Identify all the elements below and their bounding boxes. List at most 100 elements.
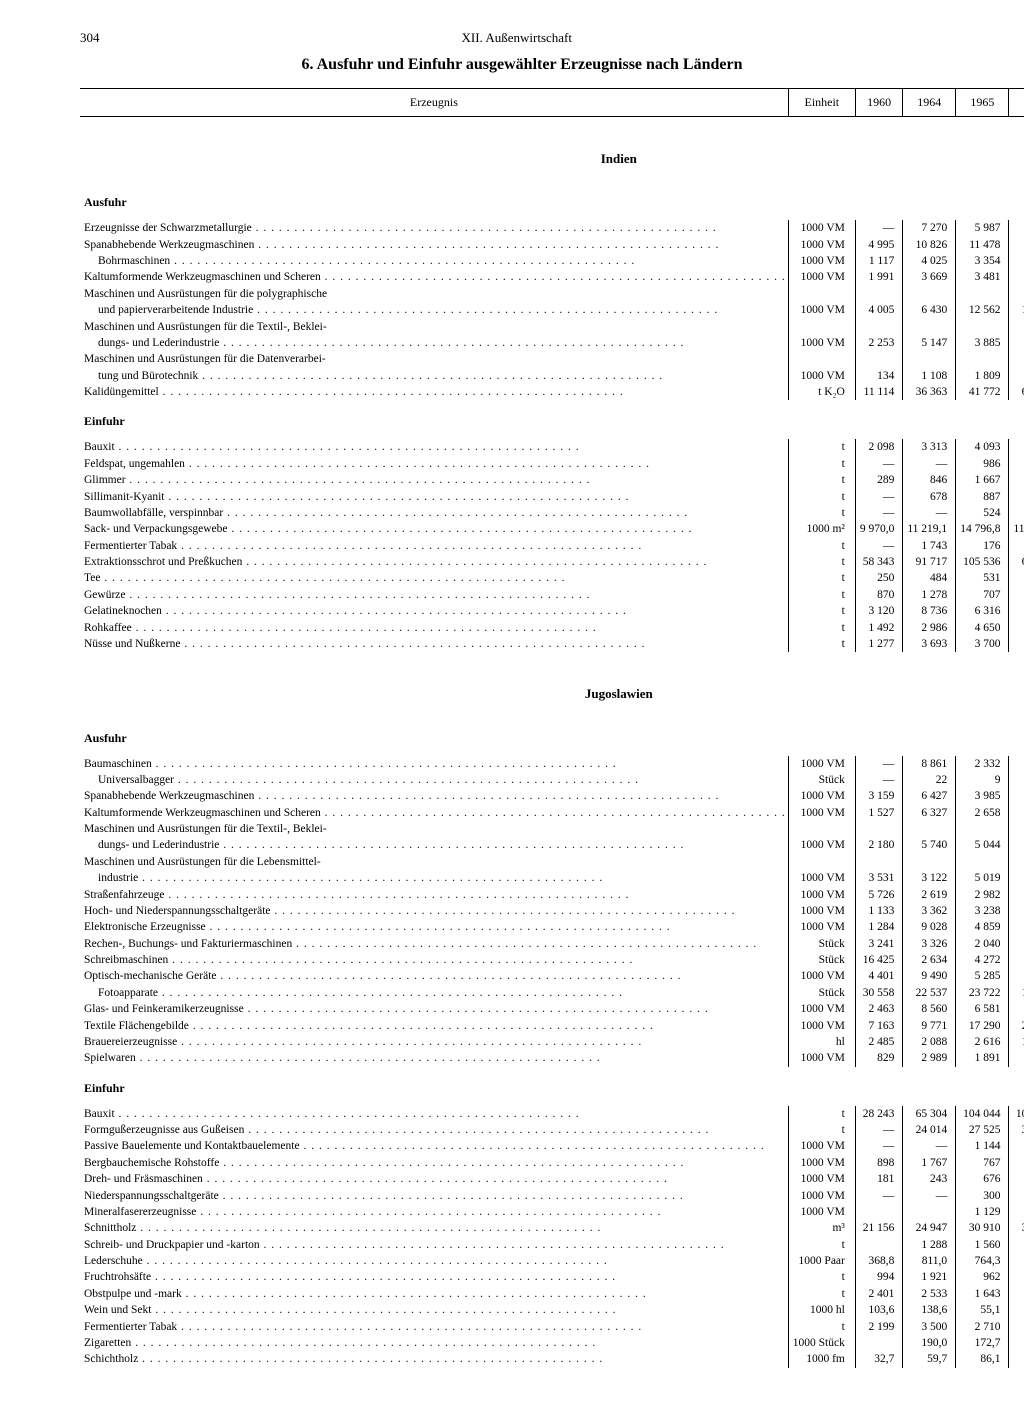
value-cell: 5 239 [1009, 837, 1024, 853]
table-row: Maschinen und Ausrüstungen für die polyg… [80, 286, 1024, 302]
table-row: Passive Bauelemente und Kontaktbauelemen… [80, 1138, 1024, 1154]
value-cell [903, 854, 956, 870]
value-cell: 2 199 [855, 1319, 903, 1335]
unit-cell: t [788, 1237, 855, 1253]
value-cell: 41 772 [956, 384, 1009, 400]
value-cell [903, 821, 956, 837]
value-cell: — [855, 1138, 903, 1154]
value-cell: 3 362 [903, 903, 956, 919]
unit-cell: 1000 VM [788, 237, 855, 253]
value-cell [903, 286, 956, 302]
value-cell: 484 [903, 570, 956, 586]
value-cell: 11 669,8 [1009, 521, 1024, 537]
value-cell: 2 088 [903, 1034, 956, 1050]
value-cell: 767 [956, 1155, 1009, 1171]
value-cell: 104 044 [956, 1106, 1009, 1122]
value-cell: 870 [855, 587, 903, 603]
value-cell: 986 [956, 456, 1009, 472]
value-cell: 829 [855, 1050, 903, 1066]
product-label: Mineralfasererzeugnisse [80, 1204, 788, 1220]
unit-cell: t [788, 570, 855, 586]
product-label: Dreh- und Fräsmaschinen [80, 1171, 788, 1187]
col-1960: 1960 [855, 89, 903, 117]
value-cell: — [855, 456, 903, 472]
unit-cell: 1000 VM [788, 1155, 855, 1171]
value-cell [956, 351, 1009, 367]
table-title: 6. Ausfuhr und Einfuhr ausgewählter Erze… [80, 56, 964, 74]
value-cell: 86,1 [956, 1351, 1009, 1367]
value-cell: 8 560 [903, 1001, 956, 1017]
value-cell: — [855, 505, 903, 521]
product-label: Straßenfahrzeuge [80, 887, 788, 903]
value-cell: 10 826 [903, 237, 956, 253]
value-cell: 3 079 [1009, 788, 1024, 804]
value-cell: 5 195 [1009, 805, 1024, 821]
product-label: Baumaschinen [80, 756, 788, 772]
value-cell: 6 327 [903, 805, 956, 821]
unit-cell: t [788, 1319, 855, 1335]
unit-cell: 1000 VM [788, 919, 855, 935]
value-cell: 1 133 [855, 903, 903, 919]
value-cell: 1 991 [855, 269, 903, 285]
country-name: Indien [80, 117, 1024, 182]
value-cell: 65 304 [903, 1106, 956, 1122]
value-cell: 39,8 [1009, 1351, 1024, 1367]
product-label: Bauxit [80, 439, 788, 455]
section-einfuhr: Einfuhr [80, 400, 1024, 439]
value-cell: 16 425 [855, 952, 903, 968]
product-label: Tee [80, 570, 788, 586]
value-cell: 3 122 [903, 870, 956, 886]
unit-cell: t K₂O [788, 384, 855, 400]
value-cell: 1 610 [1009, 253, 1024, 269]
value-cell: 2 180 [855, 837, 903, 853]
unit-cell: t [788, 636, 855, 652]
value-cell: 3 985 [956, 788, 1009, 804]
section-label: Ausfuhr [80, 717, 1024, 756]
value-cell: 4 272 [956, 952, 1009, 968]
value-cell: 17 290 [956, 1018, 1009, 1034]
value-cell: 11 219,1 [903, 521, 956, 537]
table-row: dungs- und Lederindustrie1000 VM2 1805 7… [80, 837, 1024, 853]
product-label: Maschinen und Ausrüstungen für die Texti… [80, 821, 788, 837]
value-cell: 3 241 [855, 936, 903, 952]
unit-cell: 1000 VM [788, 805, 855, 821]
table-row: Spanabhebende Werkzeugmaschinen1000 VM4 … [80, 237, 1024, 253]
table-row: Spielwaren1000 VM8292 9891 8913 0702 422… [80, 1050, 1024, 1066]
table-row: Niederspannungsschaltgeräte1000 VM——3001… [80, 1188, 1024, 1204]
value-cell: 6 430 [903, 302, 956, 318]
product-label: Glimmer [80, 472, 788, 488]
table-row: Sillimanit-Kyanitt—6788871 3161 362415 [80, 489, 1024, 505]
table-row: Hoch- und Niederspannungsschaltgeräte100… [80, 903, 1024, 919]
unit-cell: 1000 Stück [788, 1335, 855, 1351]
value-cell: 5 147 [903, 335, 956, 351]
value-cell: 1 284 [855, 919, 903, 935]
product-label: Zigaretten [80, 1335, 788, 1351]
value-cell: 23 722 [956, 985, 1009, 1001]
value-cell: 8 642 [1009, 220, 1024, 236]
value-cell: 2 669 [1009, 1319, 1024, 1335]
product-label: dungs- und Lederindustrie [80, 837, 788, 853]
value-cell: — [903, 1188, 956, 1204]
value-cell: 3 758 [1009, 636, 1024, 652]
value-cell: 5 092 [1009, 870, 1024, 886]
product-label: Bohrmaschinen [80, 253, 788, 269]
col-1964: 1964 [903, 89, 956, 117]
unit-cell: Stück [788, 985, 855, 1001]
unit-cell: m³ [788, 1220, 855, 1236]
product-label: Formgußerzeugnisse aus Gußeisen [80, 1122, 788, 1138]
value-cell [855, 821, 903, 837]
product-label: Kaltumformende Werkzeugmaschinen und Sch… [80, 269, 788, 285]
table-row: FotoapparateStück30 55822 53723 72210 72… [80, 985, 1024, 1001]
value-cell: 7 270 [903, 220, 956, 236]
value-cell [855, 286, 903, 302]
value-cell: 2 253 [855, 335, 903, 351]
value-cell: 1 144 [956, 1138, 1009, 1154]
value-cell [903, 319, 956, 335]
product-label: Elektronische Erzeugnisse [80, 919, 788, 935]
table-row: Obstpulpe und -markt2 4012 5331 6431 358… [80, 1286, 1024, 1302]
product-label: Niederspannungsschaltgeräte [80, 1188, 788, 1204]
value-cell: 5 019 [956, 870, 1009, 886]
unit-cell: t [788, 587, 855, 603]
value-cell: 28 243 [855, 1106, 903, 1122]
table-row: UniversalbaggerStück—22961050 [80, 772, 1024, 788]
